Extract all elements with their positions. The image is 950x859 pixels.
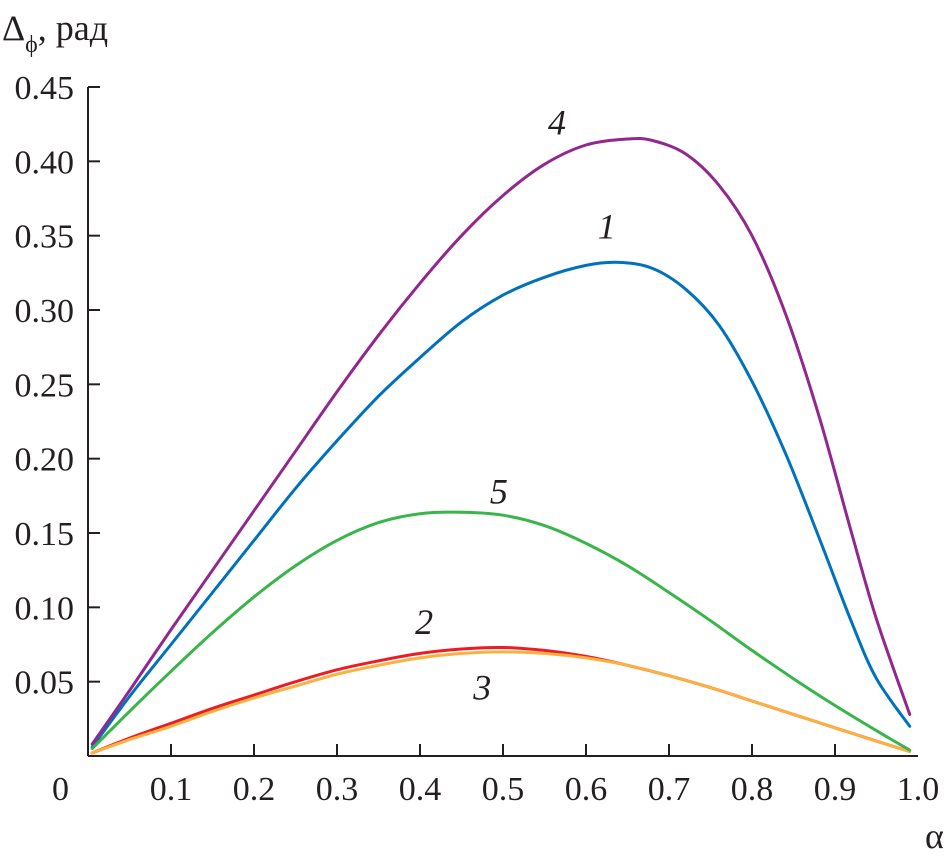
y-axis-title-unit: , рад (38, 8, 108, 48)
curve-label-5: 5 (490, 471, 508, 511)
y-axis-title: Δϕ, рад (2, 8, 108, 58)
series-line-3 (90, 650, 912, 755)
y-tick-label: 0.15 (15, 516, 75, 553)
x-axis-title: α (925, 816, 944, 856)
x-tick-label: 0.2 (233, 771, 276, 808)
axes (87, 87, 918, 757)
x-tick-label: 1.0 (897, 771, 940, 808)
series-line-2 (90, 645, 912, 755)
series-line-4 (90, 137, 912, 746)
x-tick-label: 0.7 (648, 771, 691, 808)
series-group (90, 137, 912, 755)
curve-label-1: 1 (598, 207, 616, 247)
series-line-5 (90, 510, 912, 752)
x-tick-label: 0.5 (482, 771, 525, 808)
y-tick-label: 0.30 (15, 293, 75, 330)
curve-label-4: 4 (548, 103, 566, 143)
y-ticks: 0.05 0.10 0.15 0.20 0.25 0.30 0.35 0.40 0.45 (15, 70, 100, 702)
y-tick-label: 0.05 (15, 665, 75, 702)
y-axis-title-main: Δ (2, 8, 25, 48)
x-tick-label: 0.1 (150, 771, 193, 808)
y-tick-label: 0.10 (15, 590, 75, 627)
x-tick-label: 0.6 (565, 771, 608, 808)
curve-label-3: 3 (472, 668, 491, 708)
x-tick-label: 0.3 (316, 771, 359, 808)
origin-label: 0 (52, 771, 69, 808)
y-tick-label: 0.20 (15, 442, 75, 479)
y-axis-title-sub: ϕ (25, 32, 38, 58)
x-ticks: 0.1 0.2 0.3 0.4 0.5 0.6 0.7 0.8 0.9 1.0 (150, 744, 940, 808)
y-tick-label: 0.25 (15, 367, 75, 404)
y-tick-label: 0.45 (15, 70, 75, 107)
series-line-1 (90, 260, 912, 749)
y-tick-label: 0.35 (15, 219, 75, 256)
x-tick-label: 0.9 (814, 771, 857, 808)
x-tick-label: 0.4 (399, 771, 442, 808)
curve-labels: 4 1 5 23 (415, 103, 616, 708)
curve-label-2: 2 (415, 602, 433, 642)
x-tick-label: 0.8 (731, 771, 774, 808)
y-tick-label: 0.40 (15, 144, 75, 181)
